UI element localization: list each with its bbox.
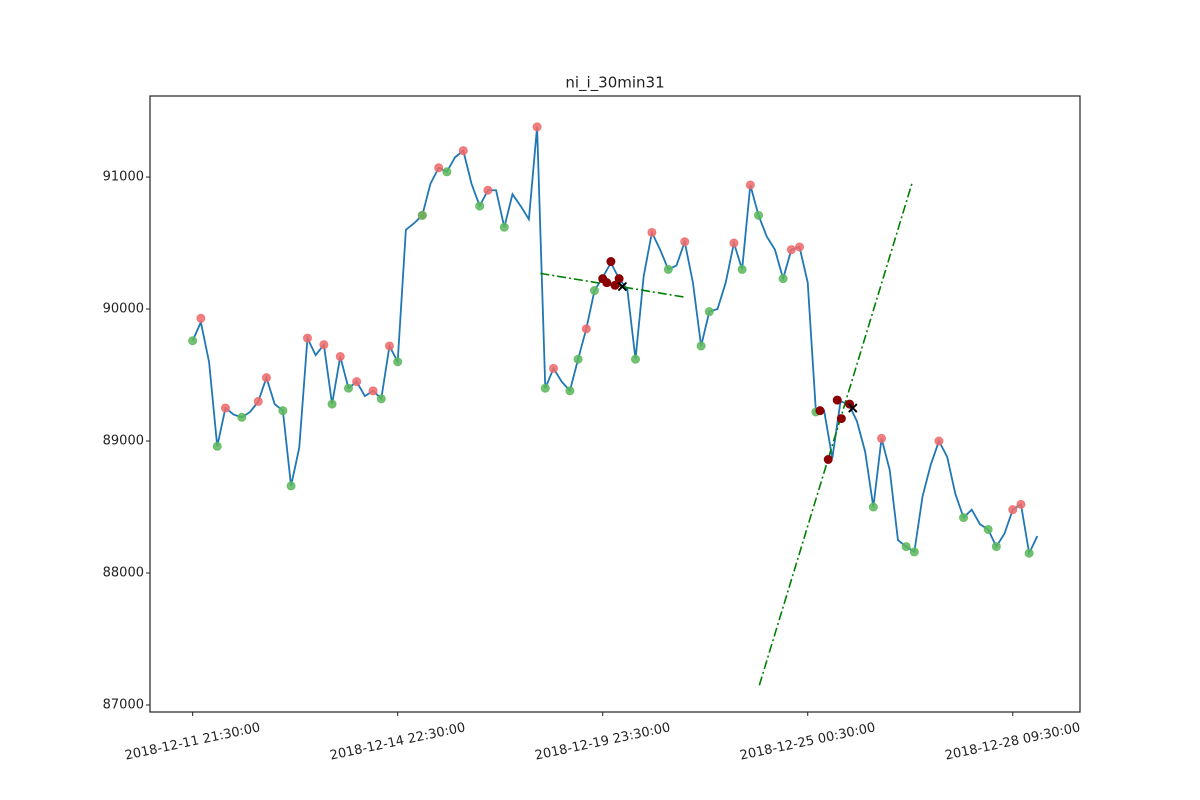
low-marker: [589, 286, 599, 296]
high-marker: [1008, 505, 1018, 515]
low-marker: [663, 264, 673, 274]
high-marker: [934, 436, 944, 446]
high-marker: [581, 324, 591, 334]
chart-title: ni_i_30min31: [565, 74, 664, 93]
low-marker: [704, 307, 714, 317]
high-marker: [368, 386, 378, 396]
low-marker: [868, 502, 878, 512]
low-marker: [565, 386, 575, 396]
high-marker: [335, 352, 345, 362]
low-marker: [909, 547, 919, 557]
x-tick-label: 2018-12-14 22:30:00: [329, 720, 467, 763]
high-marker: [1016, 499, 1026, 509]
low-marker: [475, 201, 485, 211]
low-marker: [286, 481, 296, 491]
high-marker: [434, 163, 444, 173]
low-marker: [1024, 548, 1034, 558]
high-marker: [253, 396, 263, 406]
low-marker: [737, 264, 747, 274]
pivot-marker: [836, 414, 846, 424]
low-marker: [327, 399, 337, 409]
y-tick-label: 91000: [103, 170, 144, 185]
high-marker: [680, 237, 690, 247]
high-marker: [795, 242, 805, 252]
low-marker: [991, 542, 1001, 552]
cross-marker: [617, 281, 628, 292]
pivot-marker: [602, 278, 612, 288]
low-marker: [959, 513, 969, 523]
high-marker: [319, 340, 329, 350]
low-marker: [442, 167, 452, 177]
high-marker: [877, 433, 887, 443]
high-marker: [548, 363, 558, 373]
high-marker: [786, 245, 796, 255]
trend-line: [758, 180, 914, 686]
high-marker: [220, 403, 230, 413]
high-marker: [384, 341, 394, 351]
high-marker: [729, 238, 739, 248]
high-marker: [352, 377, 362, 387]
high-marker: [458, 146, 468, 156]
x-tick-label: 2018-12-11 21:30:00: [124, 720, 262, 763]
low-marker: [631, 354, 641, 364]
low-marker: [983, 524, 993, 534]
high-marker: [647, 227, 657, 237]
x-tick-label: 2018-12-19 23:30:00: [534, 720, 672, 763]
pivot-marker: [614, 274, 624, 284]
pivot-marker: [832, 395, 842, 405]
x-tick-label: 2018-12-25 00:30:00: [739, 720, 877, 763]
low-marker: [212, 441, 222, 451]
low-marker: [237, 412, 247, 422]
pivot-marker: [823, 455, 833, 465]
high-marker: [302, 333, 312, 343]
price-line: [191, 126, 1039, 557]
low-marker: [778, 274, 788, 284]
low-marker: [393, 357, 403, 367]
y-tick-label: 89000: [103, 434, 144, 449]
pivot-marker: [815, 406, 825, 416]
y-tick-label: 90000: [103, 302, 144, 317]
high-marker: [745, 180, 755, 190]
pivot-marker: [610, 280, 620, 290]
low-marker: [343, 383, 353, 393]
high-marker: [483, 185, 493, 195]
low-marker: [901, 542, 911, 552]
low-marker: [573, 354, 583, 364]
low-marker: [376, 394, 386, 404]
pivot-marker: [606, 257, 616, 267]
x-tick-label: 2018-12-28 09:30:00: [944, 720, 1082, 763]
low-marker: [188, 336, 198, 346]
cross-marker: [848, 403, 858, 413]
high-marker: [196, 313, 206, 323]
high-marker: [261, 373, 271, 383]
high-marker: [532, 122, 542, 132]
plot-frame: [149, 95, 1081, 713]
low-marker: [696, 341, 706, 351]
y-tick-label: 87000: [103, 698, 144, 713]
low-marker: [278, 406, 288, 416]
low-marker: [754, 210, 764, 220]
low-marker: [499, 222, 509, 232]
low-marker: [540, 383, 550, 393]
low-marker: [417, 210, 427, 220]
y-tick-label: 88000: [103, 566, 144, 581]
